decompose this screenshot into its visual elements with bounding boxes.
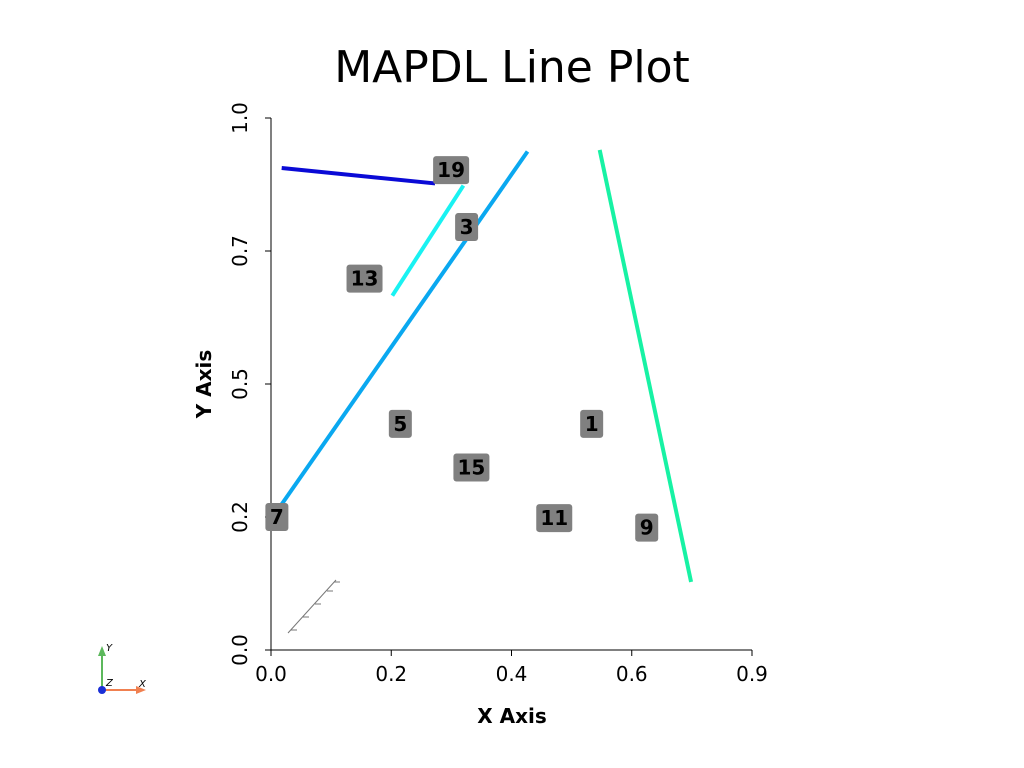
y-tick-label: 0.2 xyxy=(228,501,252,533)
y-tick-label: 0.5 xyxy=(228,368,252,400)
point-label-box xyxy=(346,264,383,293)
point-label-box xyxy=(455,213,479,242)
depth-axis-line xyxy=(287,579,337,634)
point-label: 11 xyxy=(536,504,573,533)
orientation-widget: Y X Z xyxy=(98,643,147,694)
x-tick-label: 0.4 xyxy=(496,662,528,686)
point-label-text: 5 xyxy=(393,412,407,436)
triad-y-arrow-icon xyxy=(98,646,106,656)
point-label: 15 xyxy=(453,453,490,482)
x-tick-label: 0.6 xyxy=(616,662,648,686)
series-line xyxy=(390,184,466,297)
point-label-box xyxy=(453,453,490,482)
point-label-box xyxy=(536,504,573,533)
point-label-text: 15 xyxy=(457,456,485,480)
y-tick-label: 0.7 xyxy=(228,235,252,267)
triad-x-arrow-icon xyxy=(136,686,146,694)
x-tick-label: 0.9 xyxy=(736,662,768,686)
triad-x-label: X xyxy=(138,679,147,690)
point-label-text: 19 xyxy=(437,158,465,182)
point-label-box xyxy=(580,409,604,438)
y-tick-label: 1.0 xyxy=(228,102,252,134)
triad-z-axis-dot xyxy=(98,686,106,694)
point-label-text: 1 xyxy=(585,412,599,436)
point-label: 19 xyxy=(433,156,470,185)
point-labels: 19 3 13 5 1 15 7 11 9 xyxy=(265,156,659,542)
point-label-box xyxy=(388,409,412,438)
point-label: 7 xyxy=(265,503,289,531)
point-label-text: 7 xyxy=(270,505,284,529)
point-label-text: 9 xyxy=(640,516,654,540)
point-label: 9 xyxy=(635,513,659,542)
x-axis-title: X Axis xyxy=(477,704,547,728)
triad-z-label: Z xyxy=(105,678,114,689)
plot-axes xyxy=(270,118,752,651)
y-axis-title: Y Axis xyxy=(192,350,216,420)
point-label-box xyxy=(635,513,659,542)
point-label-text: 3 xyxy=(460,215,474,239)
depth-axis-ticks xyxy=(287,579,340,634)
triad-y-label: Y xyxy=(106,643,113,654)
point-label: 3 xyxy=(455,213,479,242)
y-tick-label: 0.0 xyxy=(228,634,252,666)
point-label-box xyxy=(265,503,289,531)
y-ticks: 0.0 0.2 0.5 0.7 1.0 xyxy=(228,102,271,666)
point-label: 1 xyxy=(580,409,604,438)
point-label-box xyxy=(433,156,470,185)
series-line xyxy=(597,149,694,583)
x-tick-label: 0.0 xyxy=(255,662,287,686)
point-label: 5 xyxy=(388,409,412,438)
point-label-text: 13 xyxy=(351,267,379,291)
x-ticks: 0.0 0.2 0.4 0.6 0.9 xyxy=(255,650,768,686)
series-lines xyxy=(280,149,694,583)
chart-title: MAPDL Line Plot xyxy=(334,42,690,93)
point-label: 13 xyxy=(346,264,383,293)
series-line xyxy=(280,150,530,506)
series-line xyxy=(281,166,436,186)
x-tick-label: 0.2 xyxy=(375,662,407,686)
point-label-text: 11 xyxy=(540,506,568,530)
